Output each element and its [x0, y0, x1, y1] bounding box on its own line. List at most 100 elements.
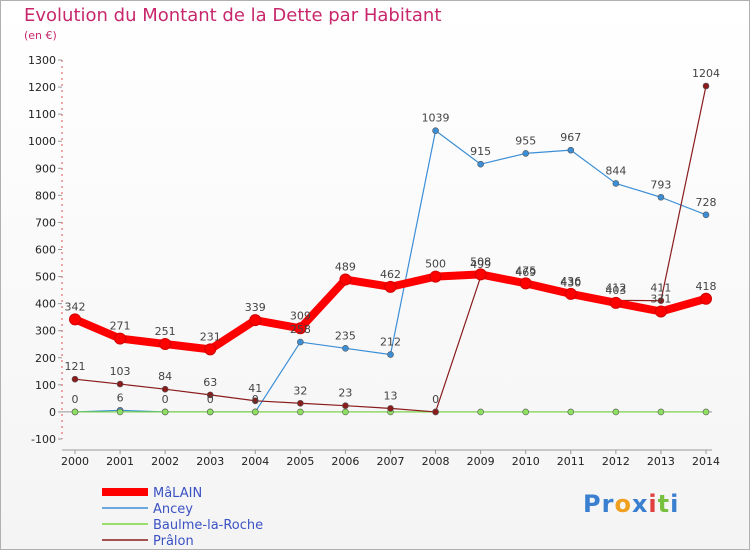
data-point — [567, 146, 575, 154]
y-tick-label: 200 — [35, 352, 56, 365]
data-label: 258 — [290, 323, 311, 336]
data-point — [432, 408, 439, 416]
data-point — [159, 337, 172, 350]
proxiti-logo: Proxiti — [583, 490, 679, 518]
data-label: 844 — [605, 164, 626, 177]
x-tick-label: 2012 — [602, 455, 630, 468]
data-label: 231 — [200, 330, 221, 343]
data-point — [206, 408, 214, 416]
data-label: 309 — [290, 309, 311, 322]
x-tick-label: 2006 — [331, 455, 359, 468]
x-tick-label: 2003 — [196, 455, 224, 468]
y-tick-label: 400 — [35, 298, 56, 311]
legend-label: MâLAIN — [153, 486, 202, 501]
x-tick-label: 2005 — [286, 455, 314, 468]
chart-subtitle: (en €) — [24, 29, 57, 42]
y-tick-label: 700 — [35, 216, 56, 229]
data-label: 339 — [245, 301, 266, 314]
data-point — [251, 397, 259, 405]
data-label: 121 — [65, 360, 86, 373]
logo-letter: i — [670, 490, 680, 518]
logo-letter: t — [657, 490, 671, 518]
data-label: 0 — [432, 393, 439, 406]
y-tick-label: 100 — [35, 379, 56, 392]
data-label: 0 — [252, 393, 259, 406]
data-label: 967 — [560, 131, 581, 144]
data-point — [297, 338, 304, 346]
data-label: 508 — [470, 255, 491, 268]
data-label: 23 — [338, 387, 352, 400]
data-point — [702, 82, 710, 90]
data-label: 0 — [162, 393, 169, 406]
data-label: 41 — [248, 382, 262, 395]
data-label: 500 — [425, 258, 446, 271]
data-point — [294, 322, 307, 335]
data-point — [71, 408, 79, 416]
legend-label: Prâlon — [153, 534, 194, 549]
data-point — [206, 391, 214, 399]
data-label: 728 — [696, 196, 717, 209]
data-point — [519, 277, 532, 290]
x-tick-label: 2004 — [241, 455, 269, 468]
logo-letter: i — [648, 490, 658, 518]
data-point — [251, 408, 259, 416]
data-label: 32 — [293, 384, 307, 397]
data-label: 475 — [515, 264, 536, 277]
data-point — [116, 380, 124, 388]
x-tick-label: 2011 — [557, 455, 585, 468]
axes: -100010020030040050060070080090010001100… — [28, 54, 720, 468]
y-tick-label: 300 — [35, 325, 56, 338]
y-tick-label: 600 — [35, 244, 56, 257]
data-point — [522, 150, 530, 157]
data-point — [69, 313, 81, 326]
y-tick-label: -100 — [31, 433, 56, 446]
data-label: 462 — [380, 268, 401, 281]
data-label: 251 — [155, 325, 176, 338]
y-tick-label: 800 — [35, 189, 56, 202]
y-tick-label: 1000 — [28, 135, 56, 148]
chart-title: Evolution du Montant de la Dette par Hab… — [24, 5, 442, 26]
data-label: 403 — [605, 284, 626, 297]
data-point — [387, 351, 394, 358]
y-tick-label: 0 — [49, 406, 56, 419]
data-label: 411 — [650, 282, 671, 295]
legend-label: Baulme-la-Roche — [153, 518, 263, 533]
data-label: 63 — [203, 376, 217, 389]
x-tick-label: 2014 — [692, 455, 720, 468]
x-tick-label: 2001 — [106, 455, 134, 468]
data-point — [609, 296, 622, 309]
data-point — [297, 399, 304, 407]
data-label: 430 — [560, 277, 581, 290]
series-layer — [69, 82, 712, 416]
data-point — [657, 297, 665, 304]
data-label: 371 — [650, 292, 671, 305]
x-tick-label: 2008 — [422, 455, 450, 468]
data-point — [342, 345, 349, 352]
data-point — [297, 408, 304, 416]
x-tick-label: 2009 — [467, 455, 495, 468]
y-tick-label: 900 — [35, 162, 56, 175]
data-labels-layer: 342 271 251 231 339 309 489 462 500 508 475 436 403 3… — [65, 67, 721, 406]
y-tick-label: 1200 — [28, 81, 56, 94]
data-point — [429, 270, 442, 283]
data-point — [654, 305, 667, 318]
data-label: 955 — [515, 134, 536, 147]
data-point — [161, 408, 169, 416]
data-point — [161, 385, 169, 393]
x-tick-label: 2007 — [377, 455, 405, 468]
data-point — [342, 402, 349, 410]
data-point — [612, 408, 620, 416]
data-label: 212 — [380, 336, 401, 349]
data-label: 793 — [650, 178, 671, 191]
data-point — [702, 408, 710, 416]
data-label: 436 — [560, 275, 581, 288]
data-label: 418 — [696, 280, 717, 293]
y-tick-label: 1100 — [28, 108, 56, 121]
data-point — [612, 180, 620, 187]
x-tick-label: 2010 — [512, 455, 540, 468]
data-label: 271 — [110, 320, 131, 333]
y-tick-label: 500 — [35, 271, 56, 284]
data-label: 469 — [515, 266, 536, 279]
